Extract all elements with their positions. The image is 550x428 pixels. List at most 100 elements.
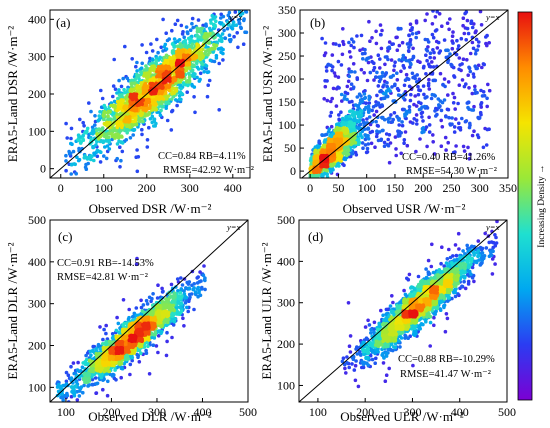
scatter-point-b bbox=[414, 118, 419, 123]
scatter-point-b bbox=[479, 23, 484, 27]
scatter-point-b bbox=[444, 148, 448, 152]
scatter-point-b bbox=[379, 138, 383, 142]
scatter-point-b bbox=[420, 105, 424, 109]
scatter-point-c bbox=[172, 312, 177, 316]
scatter-point-b bbox=[360, 129, 365, 134]
x-axis-label-a: Observed DSR /W·m⁻² bbox=[89, 201, 212, 216]
scatter-point-a bbox=[119, 84, 124, 89]
scatter-point-c bbox=[135, 352, 139, 357]
scatter-point-a bbox=[99, 88, 103, 93]
scatter-point-b bbox=[431, 140, 436, 144]
scatter-point-b bbox=[479, 88, 483, 93]
scatter-point-b bbox=[430, 60, 434, 64]
scatter-point-b bbox=[392, 64, 397, 68]
scatter-point-c bbox=[114, 328, 119, 333]
scatter-point-a bbox=[231, 20, 236, 25]
scatter-point-a bbox=[239, 26, 243, 31]
scatter-point-b bbox=[386, 120, 391, 124]
scatter-point-b bbox=[386, 117, 390, 121]
scatter-point-a bbox=[93, 123, 97, 127]
scatter-point-b bbox=[360, 135, 364, 140]
scatter-point-a bbox=[98, 139, 102, 144]
scatter-point-a bbox=[71, 149, 76, 154]
scatter-point-b bbox=[421, 119, 425, 123]
scatter-point-b bbox=[428, 65, 433, 69]
scatter-point-c bbox=[77, 394, 82, 398]
x-tick-label-a: 400 bbox=[224, 181, 242, 195]
scatter-point-b bbox=[431, 48, 435, 52]
scatter-point-c bbox=[180, 283, 185, 287]
scatter-point-c bbox=[104, 323, 108, 328]
scatter-point-b bbox=[470, 25, 475, 30]
scatter-point-a bbox=[198, 57, 203, 62]
scatter-point-a bbox=[148, 81, 153, 86]
scatter-point-a bbox=[160, 96, 165, 101]
scatter-point-a bbox=[185, 90, 189, 94]
scatter-point-c bbox=[84, 361, 88, 366]
scatter-point-c bbox=[178, 291, 183, 295]
scatter-point-b bbox=[405, 143, 410, 148]
scatter-point-a bbox=[196, 18, 201, 22]
scatter-point-b bbox=[334, 134, 338, 138]
scatter-point-a bbox=[161, 49, 165, 53]
scatter-point-b bbox=[407, 84, 412, 89]
scatter-point-b bbox=[352, 137, 356, 141]
scatter-point-a bbox=[112, 99, 117, 104]
scatter-point-b bbox=[346, 79, 351, 84]
scatter-point-c bbox=[155, 296, 160, 300]
scatter-point-b bbox=[350, 37, 354, 41]
scatter-point-b bbox=[420, 110, 425, 115]
scatter-point-a bbox=[100, 126, 105, 130]
scatter-point-a bbox=[225, 26, 230, 31]
scatter-point-a bbox=[202, 70, 206, 74]
scatter-point-a bbox=[145, 138, 150, 142]
scatter-point-a bbox=[123, 101, 128, 105]
scatter-point-c bbox=[165, 330, 169, 335]
scatter-point-b bbox=[415, 122, 419, 126]
scatter-point-a bbox=[135, 169, 140, 174]
scatter-point-c bbox=[201, 273, 206, 278]
scatter-point-a bbox=[158, 55, 162, 60]
scatter-point-a bbox=[167, 84, 172, 88]
scatter-point-b bbox=[349, 82, 354, 86]
identity-line-label-a: y=x bbox=[228, 12, 243, 22]
scatter-point-b bbox=[380, 70, 385, 75]
scatter-point-a bbox=[137, 119, 142, 124]
scatter-point-b bbox=[401, 63, 406, 68]
scatter-point-b bbox=[414, 104, 419, 108]
scatter-point-a bbox=[242, 17, 246, 21]
scatter-point-a bbox=[144, 103, 148, 107]
scatter-point-b bbox=[368, 130, 373, 135]
scatter-point-c bbox=[202, 264, 206, 268]
scatter-point-a bbox=[179, 91, 184, 96]
scatter-point-a bbox=[216, 33, 221, 37]
scatter-point-c bbox=[137, 360, 142, 364]
scatter-point-a bbox=[154, 58, 158, 63]
scatter-point-b bbox=[390, 120, 395, 124]
scatter-point-b bbox=[432, 152, 437, 156]
scatter-point-b bbox=[375, 93, 379, 98]
scatter-point-a bbox=[170, 28, 174, 33]
scatter-point-b bbox=[427, 115, 431, 120]
scatter-point-c bbox=[151, 292, 155, 296]
scatter-point-a bbox=[119, 134, 124, 138]
scatter-point-a bbox=[91, 144, 95, 149]
scatter-point-b bbox=[444, 48, 448, 53]
scatter-point-b bbox=[385, 142, 390, 147]
scatter-point-a bbox=[64, 159, 68, 163]
scatter-point-b bbox=[339, 110, 343, 114]
scatter-point-c bbox=[181, 316, 185, 321]
scatter-point-b bbox=[394, 147, 398, 151]
scatter-point-a bbox=[104, 156, 109, 161]
scatter-point-a bbox=[193, 72, 197, 76]
scatter-point-a bbox=[65, 136, 69, 140]
scatter-point-a bbox=[142, 84, 147, 88]
scatter-point-a bbox=[163, 58, 168, 63]
scatter-point-b bbox=[470, 108, 474, 112]
y-tick-label-a: 0 bbox=[40, 162, 46, 176]
scatter-point-b bbox=[435, 112, 439, 117]
scatter-point-a bbox=[139, 113, 143, 117]
scatter-point-c bbox=[128, 372, 132, 377]
scatter-point-c bbox=[141, 303, 146, 307]
scatter-point-a bbox=[76, 137, 80, 142]
